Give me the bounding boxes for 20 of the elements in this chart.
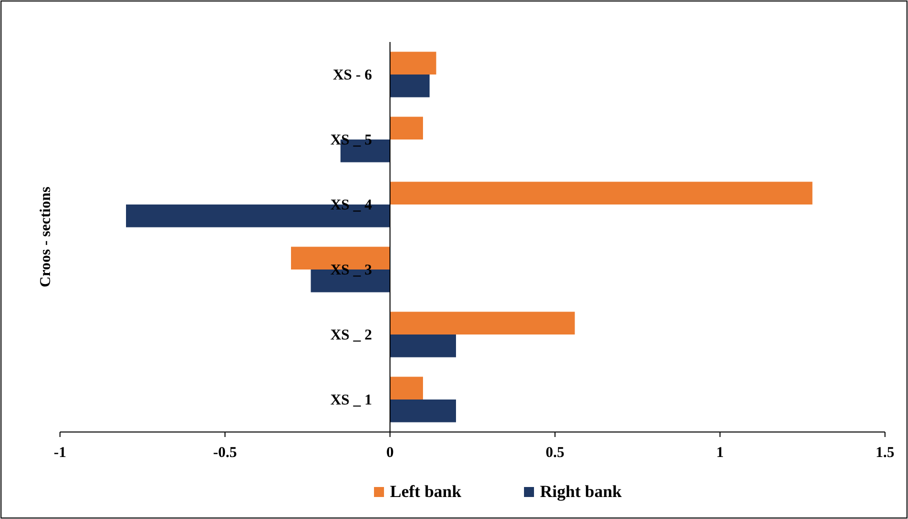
x-tick-label: -1: [54, 445, 66, 461]
x-tick-label: 0: [386, 445, 394, 461]
y-tick-label: XS - 6: [332, 68, 372, 84]
legend-label: Left bank: [390, 482, 462, 501]
x-tick-label: 1: [716, 445, 724, 461]
x-tick-label: -0.5: [213, 445, 237, 461]
legend-label: Right bank: [540, 482, 622, 501]
bar: [390, 74, 430, 98]
bar: [390, 182, 812, 204]
bar: [390, 116, 423, 140]
bar: [390, 400, 456, 422]
x-tick-label: 0.5: [546, 445, 564, 461]
bar: [390, 376, 423, 400]
bar: [390, 52, 436, 74]
bar: [390, 334, 456, 358]
y-tick-label: XS _ 1: [330, 392, 372, 408]
x-tick-label: 1.5: [876, 445, 894, 461]
y-axis-title: Croos - sections: [38, 186, 54, 288]
y-tick-label: XS _ 2: [330, 328, 372, 344]
bar: [390, 312, 575, 334]
